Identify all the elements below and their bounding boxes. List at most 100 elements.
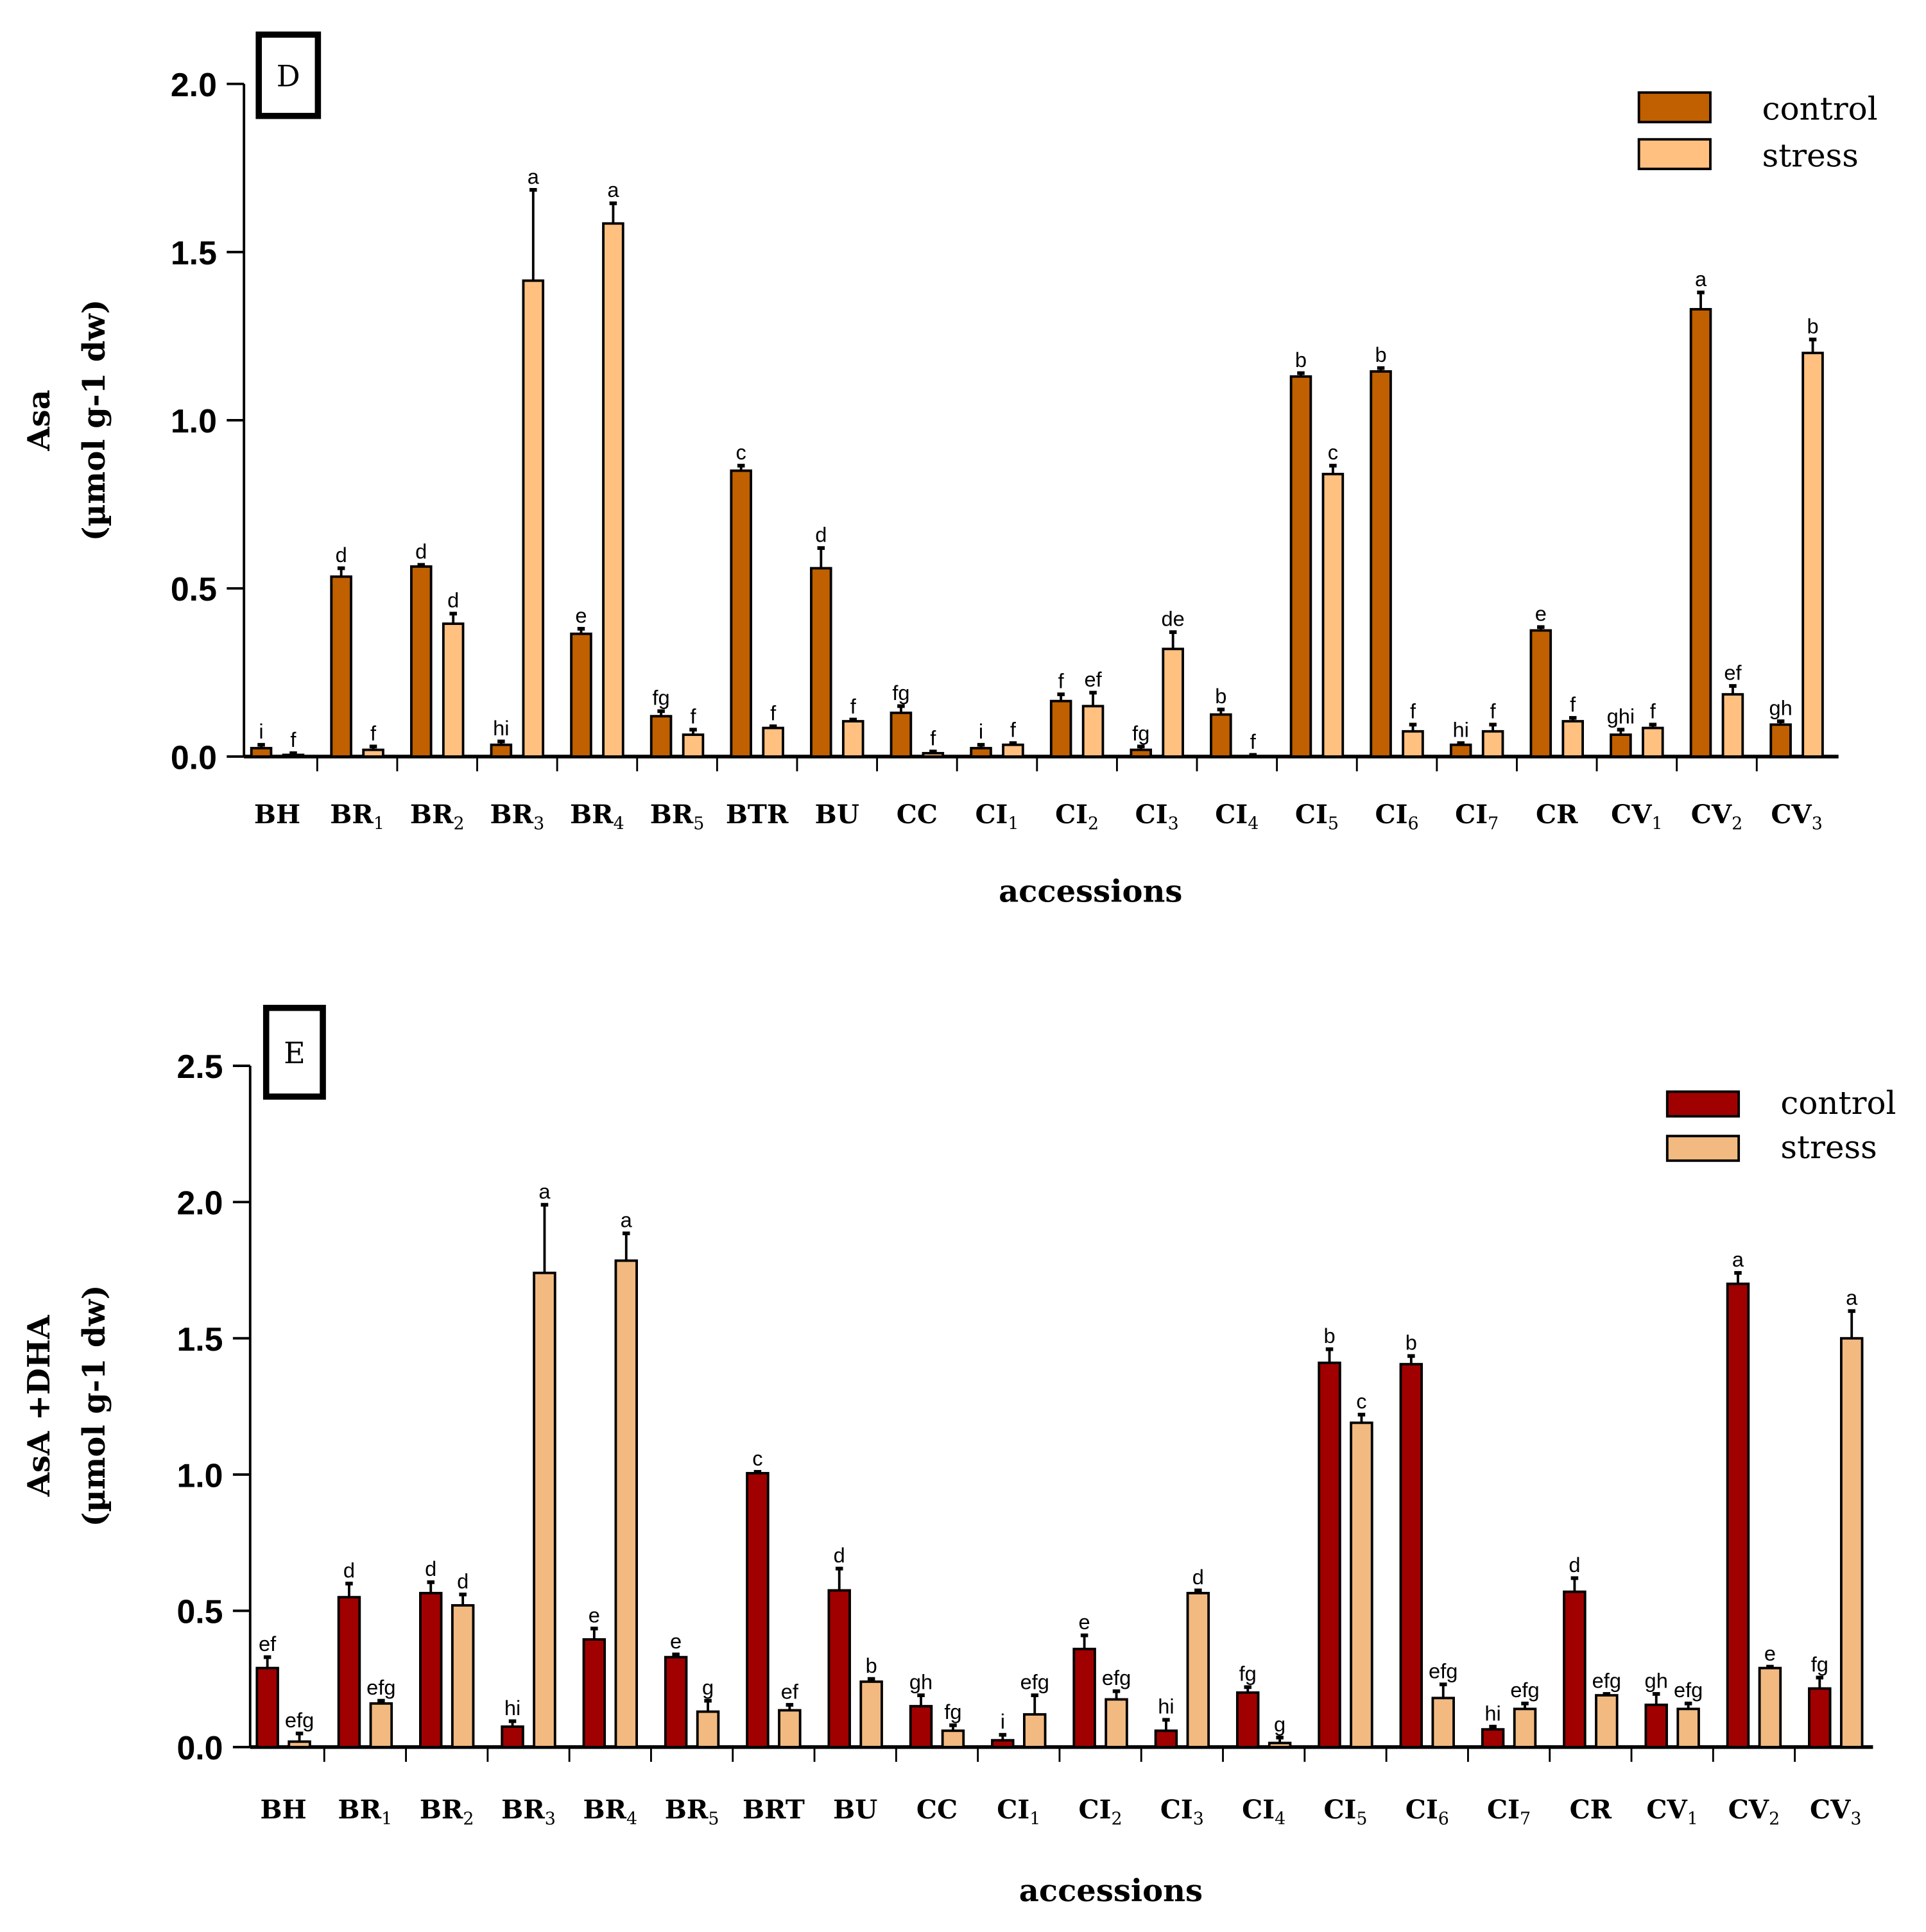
y-tick-label: 0.5 (176, 1593, 223, 1630)
significance-letter: fg (652, 686, 669, 710)
y-tick-label: 0.0 (176, 1729, 223, 1766)
legend-swatch-control (1637, 91, 1712, 124)
y-axis-label-line1: AsA +DHA (21, 1315, 57, 1497)
x-tick-label: CV2 (1691, 799, 1742, 834)
significance-letter: f (1410, 699, 1416, 723)
x-tick-label: BR4 (570, 799, 624, 834)
significance-letter: ef (1724, 660, 1742, 684)
significance-letter: efg (1429, 1659, 1457, 1683)
bar-control (730, 469, 752, 758)
x-tick-label: CI7 (1455, 799, 1499, 834)
bar-stress (282, 753, 305, 758)
bar-control (890, 712, 913, 758)
bar-control (827, 1589, 851, 1748)
bar-stress (1839, 1337, 1864, 1748)
x-tick-label: CI5 (1323, 1794, 1367, 1829)
significance-letter: c (752, 1446, 762, 1470)
bar-control (1072, 1647, 1096, 1748)
significance-letter: gh (1769, 696, 1792, 719)
bar-control (490, 743, 513, 758)
panel-label-box (262, 1004, 326, 1100)
bar-control (255, 1666, 279, 1748)
significance-letter: c (1356, 1389, 1366, 1413)
bar-stress (522, 279, 545, 758)
significance-letter: a (621, 1208, 633, 1232)
significance-letter: fg (1239, 1662, 1257, 1686)
panel-D: D 0.0 0.5 1.0 1.5 2.0 Asa (µmol g-1 dw) accessio… (21, 31, 1878, 910)
y-tick-label: 0.0 (171, 739, 217, 776)
significance-letter: i (259, 719, 263, 743)
bar-control (1130, 748, 1153, 758)
x-tick-label: CV2 (1728, 1794, 1780, 1829)
bar-stress (922, 751, 945, 758)
bar-control (664, 1655, 688, 1748)
significance-letter: hi (1158, 1695, 1174, 1718)
x-tick-label: BR3 (490, 799, 544, 834)
bar-control (1318, 1362, 1341, 1748)
bar-control (1449, 743, 1472, 758)
y-tick-label: 1.5 (176, 1321, 223, 1358)
bar-stress (1105, 1698, 1128, 1748)
x-tick-label: BR2 (410, 799, 465, 834)
y-axis-label-line1: Asa (21, 389, 57, 451)
significance-letter: ghi (1607, 705, 1635, 728)
significance-letter: f (850, 694, 857, 718)
significance-letter: efg (1102, 1666, 1131, 1689)
significance-letter: b (1295, 348, 1307, 372)
x-tick-label: CR (1570, 1794, 1612, 1825)
bar-stress (1162, 647, 1184, 758)
significance-letter: e (1764, 1641, 1776, 1665)
significance-letter: efg (285, 1708, 314, 1732)
legend-label-stress: stress (1780, 1129, 1877, 1166)
x-tick-label: CV1 (1646, 1794, 1698, 1829)
bar-stress (1321, 472, 1345, 758)
legend-swatch-stress (1665, 1134, 1741, 1162)
significance-letter: fg (892, 681, 909, 705)
x-tick-label: BH (261, 1794, 307, 1825)
significance-letter: e (1079, 1610, 1090, 1634)
x-tick-label: CV3 (1810, 1794, 1861, 1829)
significance-letter: d (415, 540, 427, 563)
significance-letter: i (979, 719, 983, 743)
bar-stress (841, 720, 864, 758)
bar-stress (533, 1271, 556, 1748)
x-tick-label: CC (897, 799, 938, 830)
significance-letter: b (1406, 1331, 1417, 1355)
bar-control (746, 1472, 770, 1748)
bar-control (1610, 733, 1632, 758)
bar-stress (1023, 1713, 1047, 1748)
x-tick-label: BU (833, 1794, 877, 1825)
bar-control (1563, 1590, 1586, 1748)
significance-letter: d (1569, 1553, 1580, 1577)
significance-letter: f (1490, 699, 1497, 723)
significance-letter: c (736, 440, 746, 464)
y-axis-label: Asa (µmol g-1 dw) (21, 300, 112, 542)
legend-label-control: control (1762, 90, 1878, 127)
significance-letter: ef (781, 1679, 799, 1703)
bar-control (1399, 1363, 1423, 1748)
bar-control (419, 1591, 443, 1748)
bar-stress (778, 1709, 802, 1748)
x-tick-label: BU (815, 799, 859, 830)
legend-swatch-stress (1637, 138, 1712, 171)
x-tick-label: CI2 (1055, 799, 1099, 834)
bar-stress (1721, 693, 1744, 758)
bar-control (970, 747, 992, 758)
legend-label-stress: stress (1762, 137, 1859, 174)
bar-stress (1642, 726, 1664, 758)
y-tick-label: 1.5 (171, 234, 217, 271)
panel-label-box (255, 31, 322, 119)
bar-control (1529, 629, 1552, 758)
significance-letter: hi (493, 716, 509, 740)
significance-letter: d (425, 1557, 436, 1580)
x-tick-label: CI6 (1375, 799, 1419, 834)
bar-control (1808, 1687, 1832, 1748)
bar-control (991, 1739, 1015, 1748)
x-tick-label: BRT (743, 1794, 805, 1825)
bar-stress (1081, 705, 1105, 758)
x-tick-label: BR1 (338, 1794, 393, 1829)
significance-letter: efg (1020, 1670, 1049, 1694)
bar-control (582, 1638, 606, 1748)
panel-label: E (284, 1036, 305, 1070)
bar-stress (859, 1680, 883, 1748)
